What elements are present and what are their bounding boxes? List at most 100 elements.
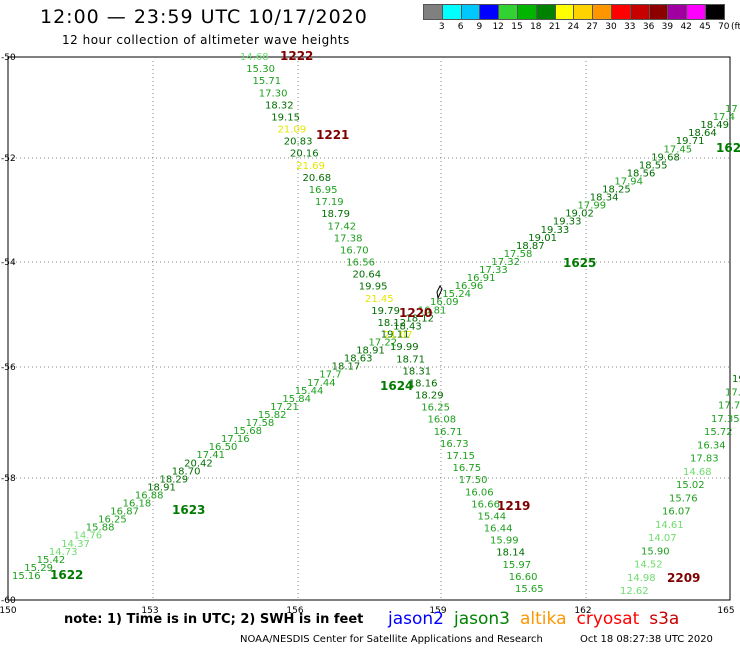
wave-height-value: 18.64 [688, 128, 717, 139]
colorbar-label: 24 [567, 22, 580, 32]
wave-height-value: 15.84 [282, 394, 311, 405]
wave-height-value: 18.14 [496, 548, 525, 559]
wave-height-value: 15.42 [37, 555, 66, 566]
wave-height-value: 16.81 [418, 305, 447, 316]
map-subtitle: 12 hour collection of altimeter wave hei… [62, 33, 350, 47]
colorbar-unit: (ft) [731, 22, 740, 32]
wave-height-value: 15.02 [676, 480, 705, 491]
colorbar-label: 33 [624, 22, 636, 32]
pass-id-label: 162 [716, 141, 740, 155]
wave-height-value: 16.66 [471, 499, 500, 510]
wave-height-value: 18.34 [590, 193, 619, 204]
wave-height-value: 17.35 [711, 414, 740, 425]
pass-id-label: 2209 [667, 571, 700, 585]
wave-height-value: 15.68 [233, 426, 262, 437]
wave-height-value: 17.7 [319, 370, 341, 381]
wave-height-value: 14.37 [61, 539, 90, 550]
satellite-legend-item: jason3 [454, 609, 510, 629]
wave-height-value: 16.87 [110, 507, 139, 518]
wave-height-value: 14.73 [49, 547, 78, 558]
wave-height-value: 16.96 [455, 281, 484, 292]
wave-height-value: 15.16 [12, 571, 41, 582]
satellite-legend: jason2 jason3 altika cryosat s3a [388, 609, 689, 629]
wave-height-value: 17.32 [491, 257, 520, 268]
wave-height-value: 17.45 [664, 144, 693, 155]
wave-height-value: 18.91 [356, 346, 385, 357]
wave-height-value: 16.75 [453, 463, 482, 474]
wave-height-value: 14.07 [648, 533, 677, 544]
wave-height-value: 21.45 [365, 294, 394, 305]
wave-height-value: 17.58 [246, 418, 275, 429]
colorbar-swatch [705, 4, 725, 20]
latitude-label: -52 [1, 154, 16, 164]
wave-height-value: 16.25 [98, 515, 127, 526]
wave-height-value: 16.09 [430, 297, 459, 308]
wave-height-value: 18.63 [344, 354, 373, 365]
colorbar-label: 39 [661, 22, 674, 32]
wave-height-value: 17.7 [718, 401, 740, 412]
pass-id-label: 1220 [399, 306, 432, 320]
wave-height-value: 14.68 [683, 467, 712, 478]
longitude-label: 162 [574, 606, 591, 616]
wave-height-value: 19.11 [381, 329, 410, 340]
wave-height-value: 16.71 [434, 427, 463, 438]
wave-height-value: 15.29 [24, 563, 53, 574]
colorbar-label: 3 [438, 22, 445, 32]
wave-height-value: 17. [725, 387, 740, 398]
colorbar-label: 36 [642, 22, 655, 32]
colorbar-label: 12 [492, 22, 504, 32]
wave-height-value: 18.87 [516, 241, 545, 252]
wave-height-value: 17.99 [578, 201, 607, 212]
wave-height-value: 12.62 [620, 586, 649, 597]
wave-height-value: 19.95 [359, 282, 388, 293]
wave-height-value: 18.91 [147, 482, 176, 493]
wave-height-value: 18.17 [332, 362, 361, 373]
wave-height-value: 16.73 [440, 439, 469, 450]
wave-height-value: 16.70 [340, 246, 369, 257]
wave-height-value: 16.60 [509, 572, 538, 583]
wave-height-value: 19.99 [390, 342, 419, 353]
wave-height-value: 19.79 [371, 306, 400, 317]
pass-id-label: 1219 [497, 499, 530, 513]
colorbar-label: 9 [476, 22, 483, 32]
wave-height-value: 20.68 [303, 173, 332, 184]
wave-height-value: 17.38 [334, 233, 363, 244]
wave-height-value: 17.94 [614, 177, 643, 188]
wave-height-value: 16.08 [428, 415, 457, 426]
latitude-label: -56 [1, 363, 16, 373]
wave-height-value: 17.42 [328, 221, 357, 232]
wave-height-value: 16.34 [697, 440, 726, 451]
wave-height-value: 17.50 [459, 475, 488, 486]
colorbar-label: 42 [680, 22, 692, 32]
wave-height-value: 19.15 [271, 113, 300, 124]
pass-id-label: 1623 [172, 503, 205, 517]
wave-height-value: 16.91 [467, 273, 496, 284]
wave-height-value: 15.72 [704, 427, 733, 438]
wave-height-value: 18.31 [403, 366, 432, 377]
pass-id-label: 1221 [316, 128, 349, 142]
longitude-label: 153 [141, 606, 158, 616]
wave-height-value: 17.15 [446, 451, 475, 462]
wave-height-value: 15.71 [253, 76, 282, 87]
map-frame [7, 56, 731, 601]
wave-height-value: 16.25 [421, 403, 450, 414]
latitude-label: -60 [1, 596, 16, 606]
wave-height-value: 18.29 [160, 474, 189, 485]
wave-height-value: 15.88 [86, 523, 115, 534]
wave-height-value: 15.97 [503, 560, 532, 571]
wave-height-value: 19.02 [565, 209, 594, 220]
colorbar-label: 6 [457, 22, 464, 32]
wave-height-value: 17.19 [315, 197, 344, 208]
credit-line: NOAA/NESDIS Center for Satellite Applica… [240, 634, 543, 645]
longitude-label: 159 [429, 606, 446, 616]
wave-height-value: 17.33 [479, 265, 508, 276]
wave-height-value: 18.16 [409, 379, 438, 390]
wave-height-value: 18.29 [415, 391, 444, 402]
wave-height-value: 15.82 [258, 410, 287, 421]
wave-height-value: 14.98 [627, 573, 656, 584]
wave-height-value: 15.76 [669, 493, 698, 504]
latitude-label: -54 [1, 258, 16, 268]
wave-height-value: 17.16 [221, 434, 250, 445]
wave-height-value: 15.90 [641, 546, 670, 557]
colorbar-label: 45 [699, 22, 711, 32]
